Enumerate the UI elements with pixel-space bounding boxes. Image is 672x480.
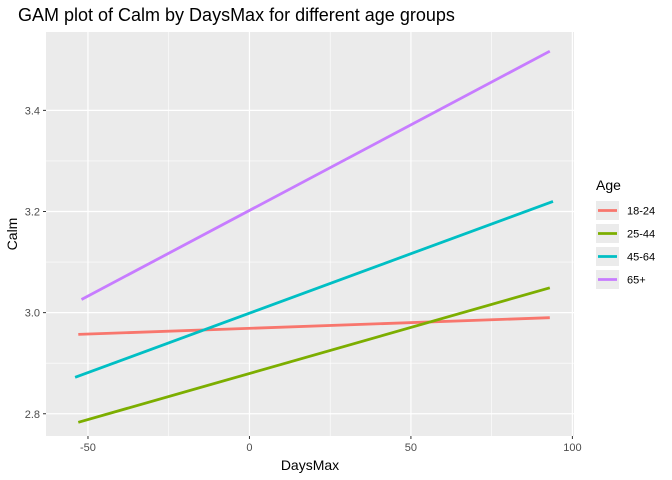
legend-label: 18-24 [627, 206, 655, 218]
legend: Age 18-24 25-44 45-64 65+ [596, 177, 655, 289]
series-line-25-44 [77, 286, 551, 424]
x-axis-label: DaysMax [281, 457, 339, 473]
y-tick-label: 2.8 [25, 409, 40, 421]
chart-title: GAM plot of Calm by DaysMax for differen… [18, 5, 455, 25]
minor-grid [46, 32, 574, 436]
y-axis-ticks: 2.8 3.0 3.2 3.4 [25, 105, 46, 421]
x-tick-label: 100 [563, 442, 581, 454]
legend-label: 65+ [627, 275, 646, 287]
y-tick-label: 3.4 [25, 105, 40, 117]
y-tick-label: 3.0 [25, 308, 40, 320]
y-tick-label: 3.2 [25, 206, 40, 218]
y-axis-label: Calm [4, 218, 20, 251]
series-lines [74, 49, 554, 424]
plot-panel [46, 32, 574, 436]
legend-label: 25-44 [627, 229, 655, 241]
legend-title: Age [596, 177, 621, 193]
x-tick-label: 50 [405, 442, 417, 454]
x-tick-label: -50 [80, 442, 96, 454]
major-grid [46, 32, 574, 436]
series-line-18-24 [78, 316, 550, 336]
series-line-45-64 [74, 200, 554, 379]
x-tick-label: 0 [246, 442, 252, 454]
legend-label: 45-64 [627, 252, 655, 264]
x-axis-ticks: -50 0 50 100 [80, 436, 582, 454]
series-line-65+ [80, 49, 551, 301]
